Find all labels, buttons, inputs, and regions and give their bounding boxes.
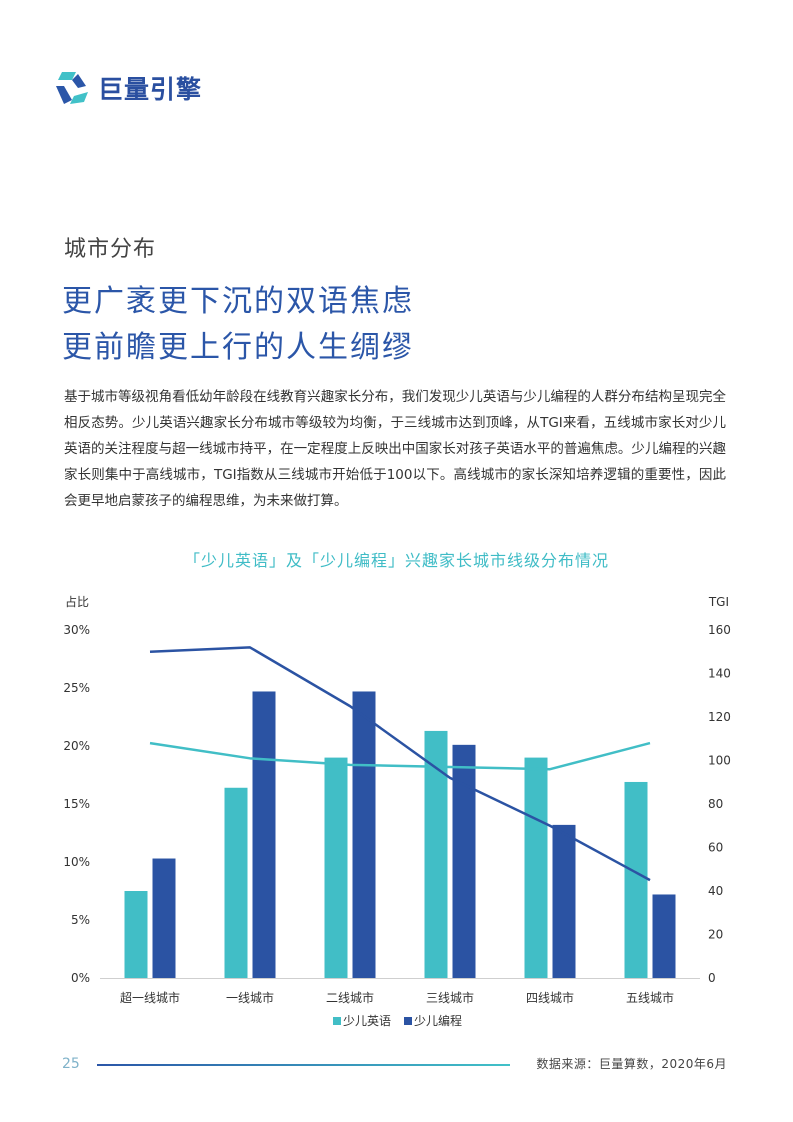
y-right-tick-label: 120 — [708, 710, 731, 724]
bar-english — [324, 757, 348, 978]
x-tick-label: 四线城市 — [526, 990, 574, 1005]
bar-coding — [652, 894, 676, 978]
brand-name: 巨量引擎 — [98, 75, 203, 104]
y-right-tick-label: 160 — [708, 623, 731, 637]
bar-english — [224, 787, 248, 978]
legend-label-english: 少儿英语 — [343, 1014, 391, 1028]
x-tick-label: 超一线城市 — [120, 990, 180, 1005]
page-number: 25 — [62, 1056, 80, 1072]
x-tick-label: 五线城市 — [626, 990, 674, 1005]
bar-coding — [252, 691, 276, 978]
chart-title: 「少儿英语」及「少儿编程」兴趣家长城市线级分布情况 — [183, 551, 609, 570]
headline-line-2: 更前瞻更上行的人生绸缪 — [62, 330, 414, 365]
y-left-tick-label: 30% — [63, 623, 90, 637]
legend-swatch-english — [333, 1017, 341, 1025]
y-left-tick-label: 20% — [63, 739, 90, 753]
headline-line-1: 更广袤更下沉的双语焦虑 — [62, 284, 414, 319]
y-right-axis-title: TGI — [708, 595, 729, 609]
y-right-tick-label: 40 — [708, 884, 723, 898]
x-tick-label: 二线城市 — [326, 990, 374, 1005]
city-tier-chart: 占比 TGI 0% 5% 10% 15% 20% 25% 30% 0 20 40 60 80 100 120 1… — [63, 594, 731, 1028]
tgi-line-english — [149, 741, 651, 771]
y-left-tick-label: 0% — [71, 971, 90, 985]
y-left-tick-label: 5% — [71, 913, 90, 927]
bar-coding — [552, 824, 576, 978]
bar-english — [624, 781, 648, 978]
body-paragraph: 基于城市等级视角看低幼年龄段在线教育兴趣家长分布，我们发现少儿英语与少儿编程的人… — [64, 389, 726, 509]
y-right-tick-label: 60 — [708, 841, 723, 855]
x-tick-label: 一线城市 — [226, 990, 274, 1005]
y-right-tick-label: 0 — [708, 971, 716, 985]
legend-label-coding: 少儿编程 — [414, 1013, 462, 1028]
data-source: 数据来源：巨量算数，2020年6月 — [536, 1057, 727, 1071]
bar-english — [524, 757, 548, 978]
footer-divider — [97, 1064, 510, 1066]
bar-coding — [452, 744, 476, 978]
y-right-tick-label: 140 — [708, 667, 731, 681]
y-right-tick-label: 100 — [708, 754, 731, 768]
bar-coding — [352, 691, 376, 978]
tgi-line-coding — [149, 646, 651, 882]
y-right-tick-label: 20 — [708, 928, 723, 942]
bar-coding — [152, 858, 176, 978]
section-label: 城市分布 — [64, 237, 157, 262]
y-left-tick-label: 25% — [63, 681, 90, 695]
y-left-tick-label: 10% — [63, 855, 90, 869]
brand-logo: 巨量引擎 — [52, 66, 202, 110]
bar-english — [424, 730, 448, 978]
y-left-tick-label: 15% — [63, 797, 90, 811]
y-right-tick-label: 80 — [708, 797, 723, 811]
bar-english — [124, 891, 148, 978]
x-tick-label: 三线城市 — [426, 990, 474, 1005]
y-left-axis-title: 占比 — [65, 594, 89, 609]
legend-swatch-coding — [404, 1017, 412, 1025]
logo-icon — [56, 72, 88, 104]
